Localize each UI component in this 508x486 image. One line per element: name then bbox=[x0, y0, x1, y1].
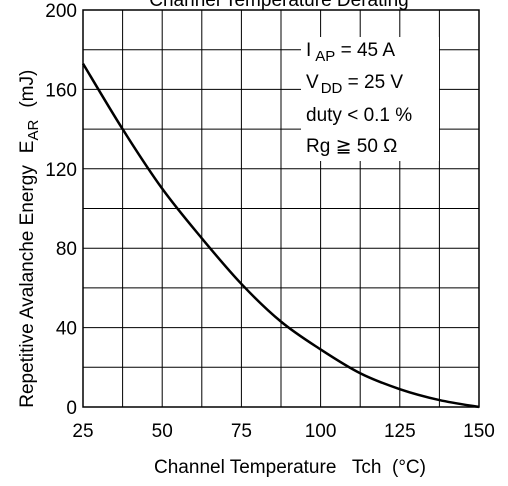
annotation-duty: duty < 0.1 % bbox=[306, 105, 412, 126]
x-axis-title: Channel Temperature Tch (°C) bbox=[154, 457, 426, 478]
y-tick-label: 160 bbox=[45, 80, 77, 101]
chart-title: Channel Temperature Derating bbox=[149, 0, 408, 11]
y-tick-label: 120 bbox=[45, 160, 77, 181]
y-tick-label: 0 bbox=[66, 398, 77, 419]
x-tick-label: 25 bbox=[72, 421, 93, 442]
series-line-ear bbox=[81, 62, 480, 409]
annotation-vdd: V DD = 25 V bbox=[306, 72, 403, 97]
x-tick-labels: 25 50 75 100 125 150 bbox=[72, 421, 494, 442]
annotation-iap: I AP = 45 A bbox=[306, 40, 395, 65]
y-tick-labels: 0 40 80 120 160 200 bbox=[45, 1, 77, 419]
annotation-rg: Rg ≧ 50 Ω bbox=[306, 136, 397, 157]
y-axis-title: Repetitive Avalanche EnergyEAR(mJ) bbox=[17, 54, 42, 434]
x-tick-label: 75 bbox=[231, 421, 252, 442]
y-tick-label: 40 bbox=[56, 319, 77, 340]
y-tick-label: 200 bbox=[45, 1, 77, 22]
x-tick-label: 100 bbox=[305, 421, 337, 442]
series-group bbox=[81, 62, 480, 409]
y-tick-label: 80 bbox=[56, 239, 77, 260]
plot-frame bbox=[82, 9, 480, 408]
x-tick-label: 125 bbox=[384, 421, 416, 442]
x-tick-label: 150 bbox=[463, 421, 495, 442]
x-tick-label: 50 bbox=[152, 421, 173, 442]
annotation-box bbox=[301, 37, 439, 161]
plot-area-border bbox=[82, 9, 480, 408]
